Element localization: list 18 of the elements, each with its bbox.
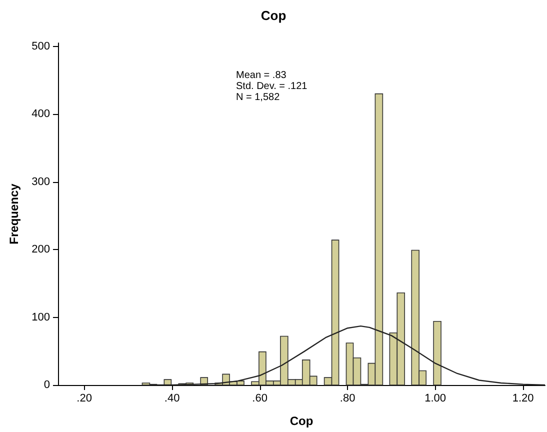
- y-tick-label: 200: [32, 244, 50, 256]
- x-tick-label: .80: [340, 392, 356, 404]
- y-axis-title: Frequency: [7, 183, 21, 244]
- annotation: N = 1,582: [236, 92, 280, 103]
- x-tick-label: 1.00: [424, 392, 446, 404]
- y-tick-label: 500: [32, 40, 50, 52]
- annotation: Mean = .83: [236, 70, 287, 81]
- annotation: Std. Dev. = .121: [236, 81, 308, 92]
- x-tick-label: 1.20: [512, 392, 534, 404]
- chart-title: Cop: [260, 8, 286, 23]
- y-tick-label: 0: [44, 379, 50, 391]
- y-tick-label: 300: [32, 176, 50, 188]
- y-tick-label: 100: [32, 311, 50, 324]
- x-axis-title: Cop: [290, 414, 314, 428]
- x-tick-label: .20: [76, 392, 92, 404]
- y-tick-label: 400: [32, 108, 50, 120]
- x-tick-label: .40: [164, 392, 180, 404]
- x-tick-label: .60: [252, 392, 268, 404]
